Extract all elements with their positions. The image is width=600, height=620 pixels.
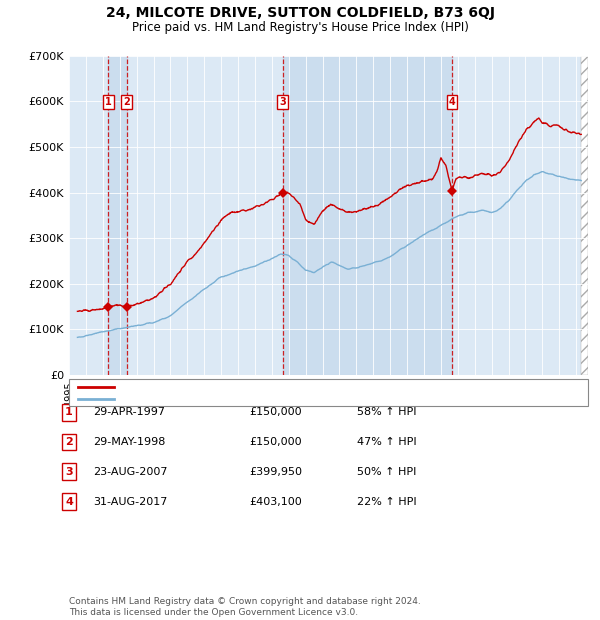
Text: 24, MILCOTE DRIVE, SUTTON COLDFIELD, B73 6QJ (detached house): 24, MILCOTE DRIVE, SUTTON COLDFIELD, B73… (120, 382, 475, 392)
Text: 22% ↑ HPI: 22% ↑ HPI (357, 497, 416, 507)
Text: 4: 4 (449, 97, 455, 107)
Text: 24, MILCOTE DRIVE, SUTTON COLDFIELD, B73 6QJ: 24, MILCOTE DRIVE, SUTTON COLDFIELD, B73… (106, 6, 494, 20)
Text: £150,000: £150,000 (249, 437, 302, 447)
Text: 1: 1 (65, 407, 73, 417)
Text: 2: 2 (123, 97, 130, 107)
Text: Contains HM Land Registry data © Crown copyright and database right 2024.
This d: Contains HM Land Registry data © Crown c… (69, 598, 421, 617)
Text: 4: 4 (65, 497, 73, 507)
Text: 58% ↑ HPI: 58% ↑ HPI (357, 407, 416, 417)
Text: 31-AUG-2017: 31-AUG-2017 (93, 497, 167, 507)
Text: 3: 3 (65, 467, 73, 477)
Text: 23-AUG-2007: 23-AUG-2007 (93, 467, 167, 477)
Bar (283, 56, 452, 375)
Text: 1: 1 (105, 97, 112, 107)
Text: Price paid vs. HM Land Registry's House Price Index (HPI): Price paid vs. HM Land Registry's House … (131, 21, 469, 34)
Text: 29-APR-1997: 29-APR-1997 (93, 407, 165, 417)
Text: 2: 2 (65, 437, 73, 447)
Text: 50% ↑ HPI: 50% ↑ HPI (357, 467, 416, 477)
Text: £403,100: £403,100 (249, 497, 302, 507)
Text: 3: 3 (280, 97, 286, 107)
Text: HPI: Average price, detached house, Birmingham: HPI: Average price, detached house, Birm… (120, 394, 377, 404)
Text: £150,000: £150,000 (249, 407, 302, 417)
Text: 29-MAY-1998: 29-MAY-1998 (93, 437, 166, 447)
Text: £399,950: £399,950 (249, 467, 302, 477)
Text: 47% ↑ HPI: 47% ↑ HPI (357, 437, 416, 447)
Bar (109, 56, 127, 375)
